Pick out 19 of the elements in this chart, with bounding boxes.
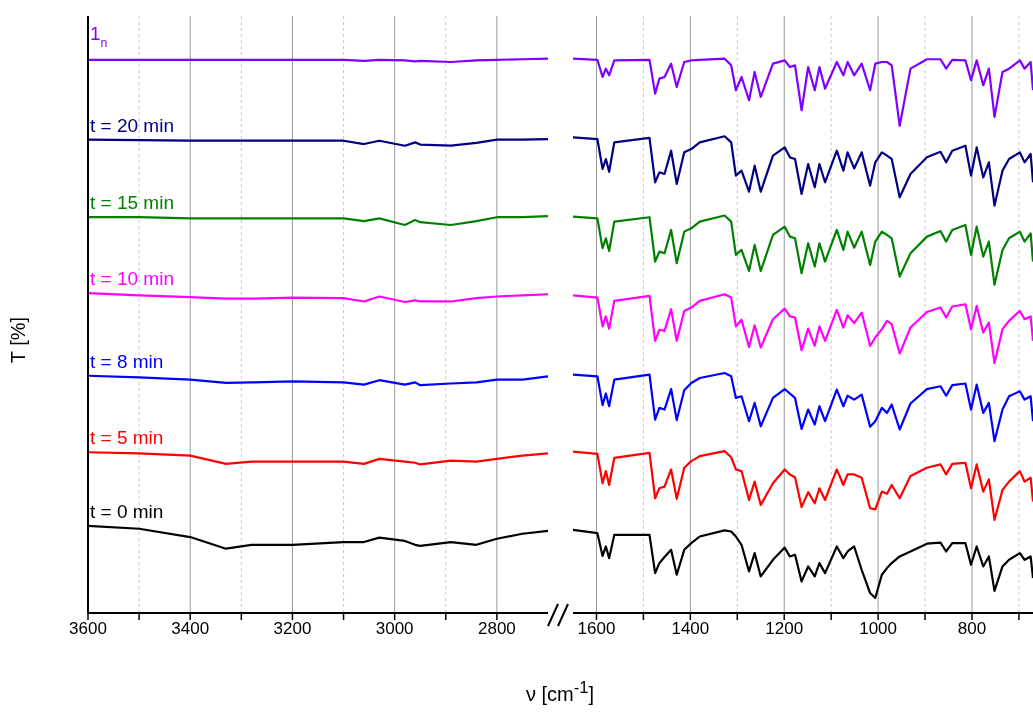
series-label: t = 20 min xyxy=(90,114,174,136)
x-tick-label: 1000 xyxy=(859,619,898,639)
x-tick-label: 1400 xyxy=(671,619,710,639)
series-label: t = 10 min xyxy=(90,268,174,290)
y-axis-title: T [%] xyxy=(6,316,30,364)
series-label: t = 5 min xyxy=(90,427,164,449)
series-label: 1$_{n}$ xyxy=(90,22,108,50)
x-tick-label: 3400 xyxy=(171,619,210,639)
x-tick-label: 1600 xyxy=(577,619,616,639)
x-tick-label: 3200 xyxy=(273,619,312,639)
x-tick-label: 1200 xyxy=(765,619,804,639)
x-axis-title: ν [cm$^{-1}$] xyxy=(525,678,595,706)
series-label: t = 0 min xyxy=(90,500,164,522)
series-label: t = 8 min xyxy=(90,350,164,372)
x-tick-label: 3600 xyxy=(69,619,107,639)
series-label: t = 15 min xyxy=(90,192,174,214)
x-tick-label: 800 xyxy=(957,619,987,639)
x-tick-label: 2800 xyxy=(477,619,516,639)
x-tick-label: 3000 xyxy=(375,619,414,639)
